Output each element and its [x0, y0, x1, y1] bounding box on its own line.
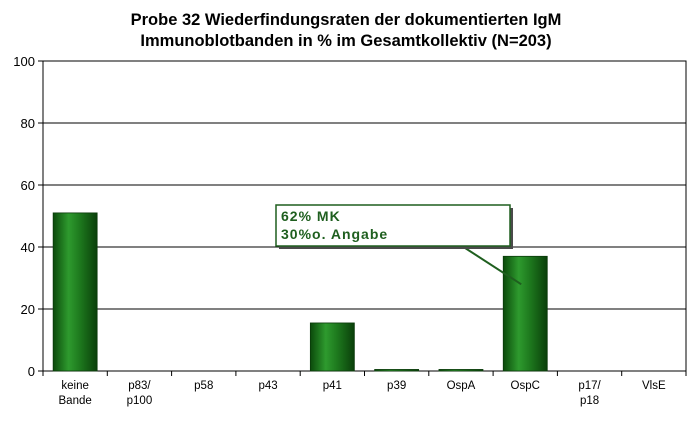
bar-keinebande [52, 212, 98, 372]
x-category-label: p100 [127, 395, 153, 407]
callout-line-2: 30%o. Angabe [281, 226, 388, 242]
y-tick-label-100: 100 [13, 54, 35, 69]
bar-p41 [309, 322, 355, 372]
bar-ospa [438, 369, 484, 372]
y-tick-label-60: 60 [21, 178, 35, 193]
x-category-label: OspA [447, 380, 476, 392]
x-category-label: p83/ [128, 380, 151, 392]
bars [52, 212, 548, 372]
chart-title: Probe 32 Wiederfindungsraten der dokumen… [131, 11, 562, 50]
y-tick-label-20: 20 [21, 302, 35, 317]
callout-leader-line [461, 245, 522, 286]
callout-line-1: 62% MK [281, 208, 341, 224]
x-category-label: p18 [580, 395, 599, 407]
bar-p39 [374, 369, 420, 372]
y-tick-label-40: 40 [21, 240, 35, 255]
x-category-label: p43 [258, 380, 277, 392]
title-line-2: Immunoblotbanden in % im Gesamtkollektiv… [140, 32, 551, 50]
annotation-callout: 62% MK 30%o. Angabe [275, 204, 522, 286]
y-tick-label-80: 80 [21, 116, 35, 131]
x-category-label: OspC [511, 380, 540, 392]
x-category-label: p17/ [578, 380, 601, 392]
x-axis-categories: keine Bande p83/p100 p58 p43 p41 p39 OspA OspC p1… [42, 371, 687, 407]
title-line-1: Probe 32 Wiederfindungsraten der dokumen… [131, 11, 562, 29]
x-category-label: p41 [323, 380, 342, 392]
bar-ospc [502, 255, 548, 372]
x-category-label: p39 [387, 380, 406, 392]
x-category-label: Bande [59, 395, 92, 407]
x-category-label: VlsE [642, 380, 666, 392]
callout-box [275, 204, 511, 247]
x-category-label: keine [61, 380, 89, 392]
y-tick-label-0: 0 [28, 364, 35, 379]
y-axis-ticks: 0 20 40 60 80 100 [13, 54, 43, 379]
x-category-label: p58 [194, 380, 213, 392]
